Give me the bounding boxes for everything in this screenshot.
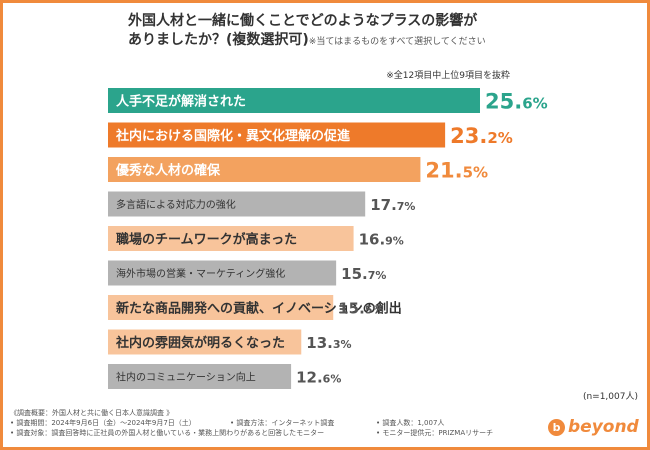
category-label-8: 社内の雰囲気が明るくなった (115, 335, 285, 351)
category-label-3: 優秀な人材の確保 (115, 163, 221, 179)
bar-7 (108, 295, 334, 320)
category-label-7: 新たな商品開発への貢献、イノベーションの創出 (116, 301, 402, 317)
title-line-1: 外国人材と一緒に働くことでどのようなプラスの影響が (128, 13, 478, 29)
beyond-logo-mark: b (548, 418, 565, 436)
footer-monitor-provider: • モニター提供元：PRIZMAリサーチ (376, 429, 494, 437)
category-label-2: 社内における国際化・異文化理解の促進 (115, 128, 350, 144)
footer-survey-target: • 調査対象：調査回答時に正社員の外国人材と働いている・業務上関わりがあると回答… (10, 429, 325, 437)
value-label-5: 16.9% (359, 231, 404, 249)
bar-4 (108, 191, 366, 217)
category-label-4: 多言語による対応力の強化 (116, 198, 236, 211)
subset-note: ※全12項目中上位9項目を抜粋 (386, 71, 510, 81)
value-label-9: 12.6% (296, 369, 341, 387)
title-line-2-main: ありましたか？(複数選択可) (128, 32, 309, 48)
footer-survey-method: • 調査方法：インターネット調査 (230, 419, 335, 427)
value-label-6: 15.7% (341, 265, 386, 283)
value-label-1: 25.6% (485, 90, 548, 114)
title-line-2: ありましたか？(複数選択可)※当てはまるものをすべて選択してください (128, 31, 628, 52)
bar-9 (108, 364, 292, 389)
bar-3 (108, 157, 421, 182)
value-label-3: 21.5% (425, 159, 488, 183)
bar-2 (108, 122, 446, 148)
bar-1 (108, 88, 480, 113)
category-label-9: 社内のコミュニケーション向上 (116, 371, 256, 384)
beyond-logo: b beyond (548, 417, 639, 437)
value-label-4: 17.7% (370, 196, 415, 214)
category-label-1: 人手不足が解消された (116, 94, 246, 110)
value-label-8: 13.3% (306, 334, 351, 352)
chart-title: 外国人材と一緒に働くことでどのようなプラスの影響が ありましたか？(複数選択可)… (128, 12, 628, 52)
title-note: ※当てはまるものをすべて選択してください (308, 37, 486, 47)
footer-survey-overview: 《調査概要：外国人材と共に働く日本人意識調査 》 (10, 409, 174, 417)
value-label-2: 23.2% (450, 124, 513, 148)
beyond-logo-text: beyond (568, 417, 639, 437)
category-label-6: 海外市場の営業・マーケティング強化 (116, 267, 285, 280)
bar-6 (108, 260, 337, 286)
category-label-5: 職場のチームワークが高まった (116, 232, 297, 248)
footer-survey-period: • 調査期間：2024年9月6日（金）～2024年9月7日（土） (10, 419, 196, 427)
sample-size-label: (n=1,007人) (582, 392, 638, 402)
bar-8 (108, 329, 302, 355)
bar-5 (108, 226, 354, 251)
value-label-7: 15.5% (338, 300, 383, 318)
footer-survey-count: • 調査人数：1,007人 (376, 419, 445, 427)
